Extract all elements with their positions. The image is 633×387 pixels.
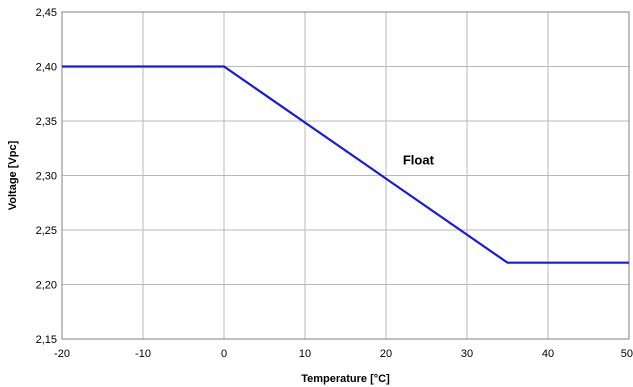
y-tick-label: 2,15 (36, 334, 57, 346)
y-tick-label: 2,40 (36, 62, 57, 74)
x-tick-label: -20 (54, 348, 70, 360)
x-tick-label: 50 (621, 348, 633, 360)
x-axis-title: Temperature [°C] (301, 373, 390, 385)
x-tick-label: 20 (380, 348, 392, 360)
grid-lines (62, 12, 629, 339)
x-tick-label: -10 (135, 348, 151, 360)
y-axis-title: Voltage [Vpc] (7, 140, 19, 210)
x-axis-ticks: -20 -10 0 10 20 30 40 50 (54, 348, 633, 360)
x-tick-label: 0 (221, 348, 227, 360)
y-tick-label: 2,30 (36, 171, 57, 183)
y-tick-label: 2,45 (36, 7, 57, 19)
y-tick-label: 2,25 (36, 225, 57, 237)
series-layer (62, 65, 629, 264)
float-voltage-line (62, 65, 629, 264)
x-tick-label: 40 (542, 348, 554, 360)
float-annotation: Float (403, 153, 435, 168)
x-tick-label: 30 (461, 348, 473, 360)
y-tick-label: 2,35 (36, 116, 57, 128)
plot-area-frame (61, 11, 630, 340)
x-tick-label: 10 (299, 348, 311, 360)
annotations: Float (403, 153, 435, 168)
y-tick-label: 2,20 (36, 280, 57, 292)
y-axis-ticks: 2,15 2,20 2,25 2,30 2,35 2,40 2,45 (36, 7, 57, 346)
